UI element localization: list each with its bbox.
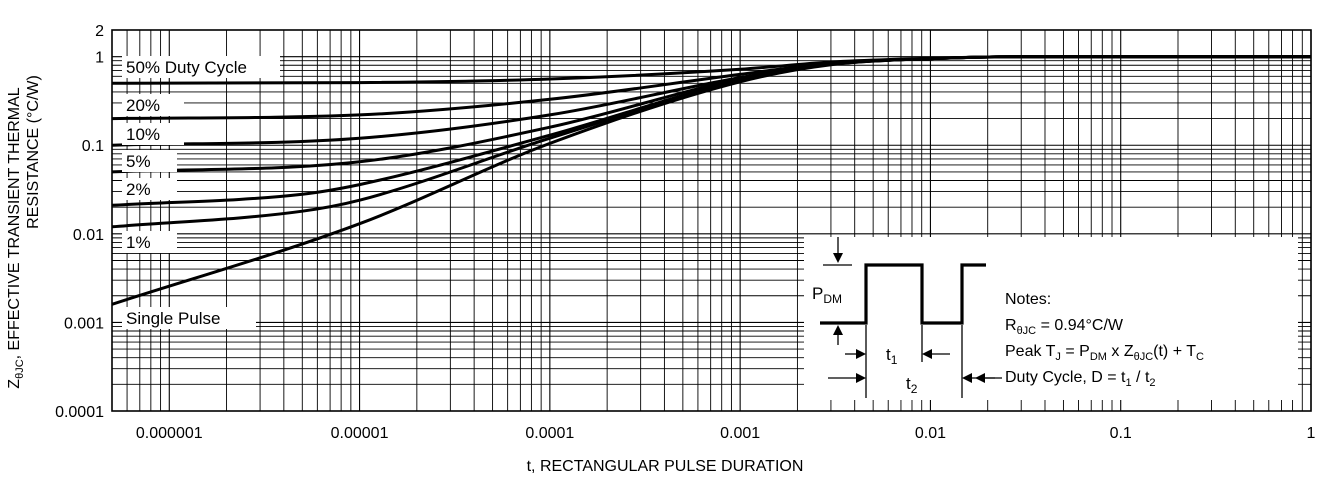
pulse-waveform <box>820 263 986 325</box>
plot-frame <box>111 29 1312 412</box>
series-layer <box>111 55 1311 306</box>
y-tick-label: 0.0001 <box>55 404 104 421</box>
series-label-bg <box>122 307 256 329</box>
series-label-bg <box>122 94 184 116</box>
x-tick-label: 0.0001 <box>525 425 574 442</box>
series-line-6 <box>111 55 1311 306</box>
series-label-bg <box>122 150 177 172</box>
series-label-bg <box>122 178 177 200</box>
series-label: 5% <box>126 152 151 171</box>
series-label: Single Pulse <box>126 309 221 328</box>
notes-arrow-left-icon <box>975 373 985 383</box>
series-label: 10% <box>126 125 160 144</box>
series-label: 1% <box>126 233 151 252</box>
series-label-bg <box>122 56 280 78</box>
y-tick-label: 0.001 <box>64 315 104 332</box>
t2-arrow-left-icon <box>962 373 972 383</box>
series-line-3 <box>111 55 1311 174</box>
notes-duty-cycle: Duty Cycle, D = t1 / t2 <box>1005 369 1156 389</box>
pdm-label: PDM <box>812 284 842 306</box>
y-axis-title-line1: ZθJC, EFFECTIVE TRANSIENT THERMAL <box>6 87 26 388</box>
notes-rthjc: RθJC = 0.94°C/W <box>1005 317 1124 337</box>
y-tick-label: 1 <box>95 50 104 67</box>
pdm-arrow-down-icon <box>833 253 843 263</box>
pdm-arrow-up-icon <box>833 325 843 335</box>
t1-arrow-left-icon <box>922 349 932 359</box>
x-tick-label: 0.1 <box>1110 425 1132 442</box>
x-tick-label: 0.01 <box>915 425 946 442</box>
notes-peak-tj: Peak TJ = PDM x ZθJC(t) + TC <box>1005 343 1204 363</box>
series-label: 2% <box>126 180 151 199</box>
y-axis-title-line2: RESISTANCE (°C/W) <box>25 75 42 229</box>
series-label: 50% Duty Cycle <box>126 58 247 77</box>
series-label: 20% <box>126 96 160 115</box>
series-label-layer: 50% Duty Cycle 20% 10% 5% 2% 1% Single Pulse <box>122 56 280 329</box>
t2-label: t2 <box>906 374 918 396</box>
x-tick-label: 0.000001 <box>136 425 203 442</box>
y-tick-label: 2 <box>95 23 104 40</box>
x-tick-label: 1 <box>1307 425 1316 442</box>
x-axis-title: t, RECTANGULAR PULSE DURATION <box>527 458 804 475</box>
x-tick-label: 0.001 <box>720 425 760 442</box>
notes-title: Notes: <box>1005 291 1051 308</box>
x-tick-label: 0.00001 <box>331 425 389 442</box>
y-tick-label: 0.01 <box>73 227 104 244</box>
tick-label-layer: 0.000001 0.00001 0.0001 0.001 0.01 0.1 1 2 1 0.1 0… <box>55 23 1315 442</box>
t1-arrow-right-icon <box>856 349 866 359</box>
duty-cycle-inset: PDM t1 t2 Notes: RθJC = 0.94°C/W Peak TJ… <box>804 237 1298 400</box>
y-tick-label: 0.1 <box>82 138 104 155</box>
series-label-bg <box>122 231 177 253</box>
t2-arrow-right-icon <box>856 373 866 383</box>
series-label-bg <box>122 123 184 145</box>
t1-label: t1 <box>886 345 898 367</box>
